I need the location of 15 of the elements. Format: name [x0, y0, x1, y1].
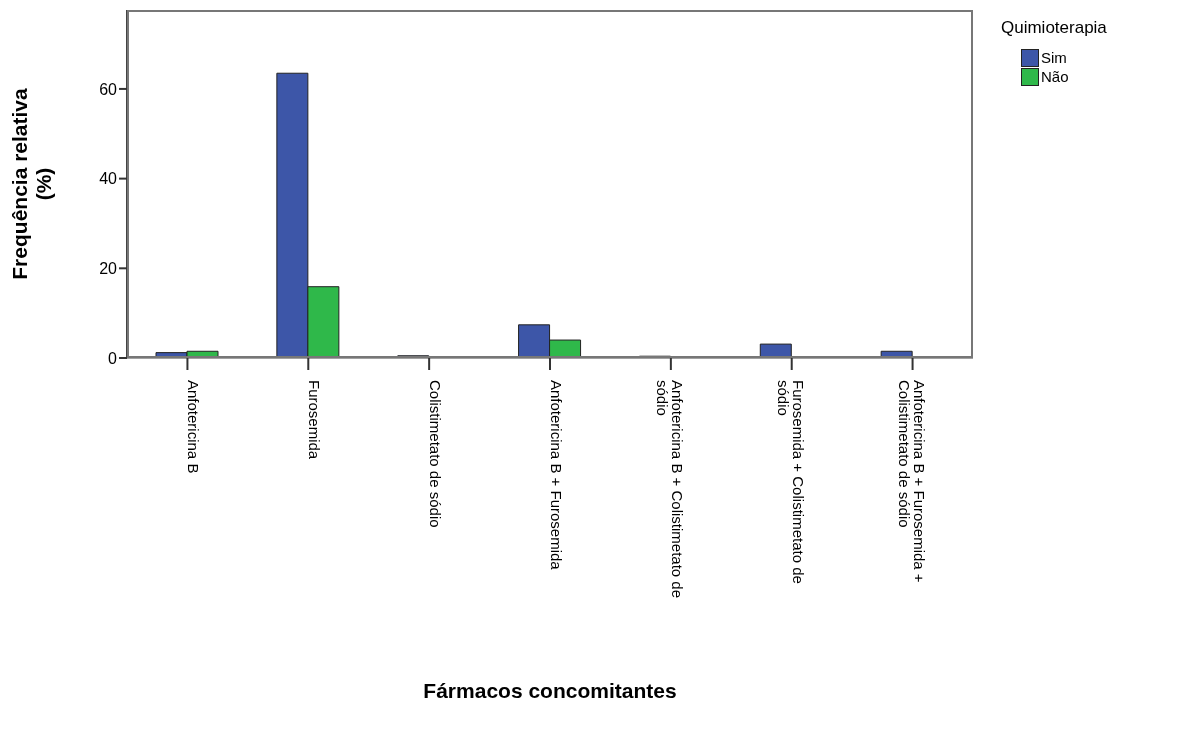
x-tick-label: Colistimetato de sódio — [427, 380, 445, 528]
x-tick-label: Furosemida + Colistimetato de sódio — [774, 380, 807, 584]
legend-label: Sim — [1041, 48, 1067, 67]
x-tick-label: Anfotericina B + Colistimetato de sódio — [653, 380, 686, 599]
y-tick-label: 0 — [108, 349, 118, 367]
y-tick-label: 60 — [99, 80, 118, 98]
x-tick-label: Anfotericina B — [185, 380, 203, 474]
x-tick-label: Furosemida — [306, 380, 324, 460]
x-tick-label: Anfotericina B + Furosemida — [548, 380, 565, 571]
y-tick-label: 40 — [99, 170, 118, 188]
y-tick-label: 20 — [99, 259, 118, 277]
x-axis-title: Fármacos concomitantes — [423, 679, 677, 702]
legend-title: Quimioterapia — [1001, 18, 1107, 38]
legend-label: Não — [1041, 67, 1069, 86]
y-axis-title: Frequência relativa (%) — [8, 87, 55, 280]
